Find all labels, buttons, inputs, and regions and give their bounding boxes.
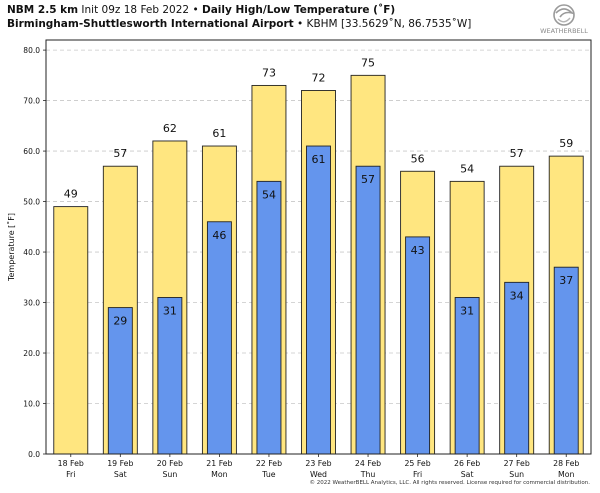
high-temp-label: 49 — [64, 188, 78, 201]
high-temp-label: 54 — [460, 162, 474, 175]
x-tick-day: Sat — [461, 470, 474, 479]
header-line-1: NBM 2.5 km Init 09z 18 Feb 2022 • Daily … — [7, 3, 471, 17]
chart-title: Daily High/Low Temperature (˚F) — [202, 4, 396, 16]
station-name: Birmingham-Shuttlesworth International A… — [7, 18, 294, 30]
x-tick-date: 23 Feb — [305, 459, 331, 468]
x-tick-date: 19 Feb — [107, 459, 133, 468]
high-temp-label: 61 — [212, 127, 226, 140]
low-temp-label: 46 — [212, 229, 226, 242]
x-tick-day: Sun — [162, 470, 177, 479]
x-tick-day: Wed — [310, 470, 327, 479]
high-temp-label: 56 — [411, 152, 425, 165]
station-meta: • KBHM [33.5629˚N, 86.7535˚W] — [297, 18, 472, 30]
x-tick-day: Tue — [261, 470, 276, 479]
y-tick-label: 20.0 — [23, 349, 40, 358]
x-tick-day: Sun — [509, 470, 524, 479]
bars — [53, 74, 584, 455]
low-temp-bar — [256, 180, 282, 455]
y-tick-label: 10.0 — [23, 400, 40, 409]
x-tick-date: 21 Feb — [206, 459, 232, 468]
x-tick-date: 25 Feb — [404, 459, 430, 468]
low-temp-bar — [504, 281, 530, 455]
low-temp-label: 43 — [411, 244, 425, 257]
swirl-icon: WEATHERBELL — [540, 4, 588, 35]
x-tick-date: 22 Feb — [256, 459, 282, 468]
init-time: Init 09z 18 Feb 2022 — [81, 4, 190, 16]
x-tick-date: 28 Feb — [553, 459, 579, 468]
y-tick-label: 30.0 — [23, 299, 40, 308]
high-temp-label: 57 — [510, 147, 524, 160]
y-tick-label: 70.0 — [23, 97, 40, 106]
x-tick-date: 18 Feb — [58, 459, 84, 468]
low-temp-bar — [355, 165, 381, 455]
low-temp-label: 61 — [312, 153, 326, 166]
low-temp-label: 54 — [262, 188, 276, 201]
x-tick-day: Thu — [360, 470, 376, 479]
x-tick-date: 27 Feb — [504, 459, 530, 468]
low-temp-label: 31 — [460, 304, 474, 317]
x-tick-date: 24 Feb — [355, 459, 381, 468]
low-temp-bar — [206, 221, 232, 455]
high-temp-label: 72 — [312, 71, 326, 84]
x-tick-date: 26 Feb — [454, 459, 480, 468]
x-tick-date: 20 Feb — [157, 459, 183, 468]
y-tick-label: 40.0 — [23, 248, 40, 257]
low-temp-bar — [553, 266, 579, 455]
low-temp-bar — [107, 307, 133, 455]
low-temp-bar — [405, 236, 431, 455]
high-temp-label: 75 — [361, 56, 375, 69]
weatherbell-logo: WEATHERBELL — [534, 3, 594, 37]
high-temp-label: 59 — [559, 137, 573, 150]
low-temp-label: 37 — [559, 274, 573, 287]
low-temp-label: 29 — [113, 315, 127, 328]
y-tick-label: 60.0 — [23, 147, 40, 156]
y-tick-label: 0.0 — [28, 450, 40, 459]
y-tick-label: 80.0 — [23, 46, 40, 55]
low-temp-bar — [157, 297, 183, 455]
bullet: • — [192, 4, 199, 16]
x-tick-day: Mon — [558, 470, 574, 479]
high-temp-label: 57 — [113, 147, 127, 160]
header-line-2: Birmingham-Shuttlesworth International A… — [7, 17, 471, 31]
copyright-footer: © 2022 WeatherBELL Analytics, LLC. All r… — [309, 480, 590, 486]
low-temp-label: 31 — [163, 304, 177, 317]
model-name: NBM 2.5 km — [7, 4, 79, 16]
y-axis-label: Temperature [˚F] — [6, 213, 16, 282]
x-tick-day: Sat — [114, 470, 127, 479]
value-labels: 49 57 29 62 31 61 46 73 54 72 61 75 57 56 43 54 31 57 34 59… — [64, 56, 573, 327]
axes: 0.0 10.0 20.0 30.0 40.0 50.0 60.0 70.0 80.0 18 Fe… — [23, 46, 579, 479]
low-temp-label: 34 — [510, 289, 524, 302]
low-temp-bar — [454, 297, 480, 455]
low-temp-label: 57 — [361, 173, 375, 186]
y-tick-label: 50.0 — [23, 198, 40, 207]
x-tick-day: Fri — [413, 470, 422, 479]
logo-text: WEATHERBELL — [540, 27, 588, 35]
low-temp-bar — [306, 145, 331, 455]
high-temp-bar — [53, 206, 89, 455]
high-temp-label: 62 — [163, 122, 177, 135]
x-tick-day: Fri — [66, 470, 75, 479]
high-temp-label: 73 — [262, 66, 276, 79]
x-tick-day: Mon — [211, 470, 227, 479]
chart-header: NBM 2.5 km Init 09z 18 Feb 2022 • Daily … — [7, 3, 471, 31]
